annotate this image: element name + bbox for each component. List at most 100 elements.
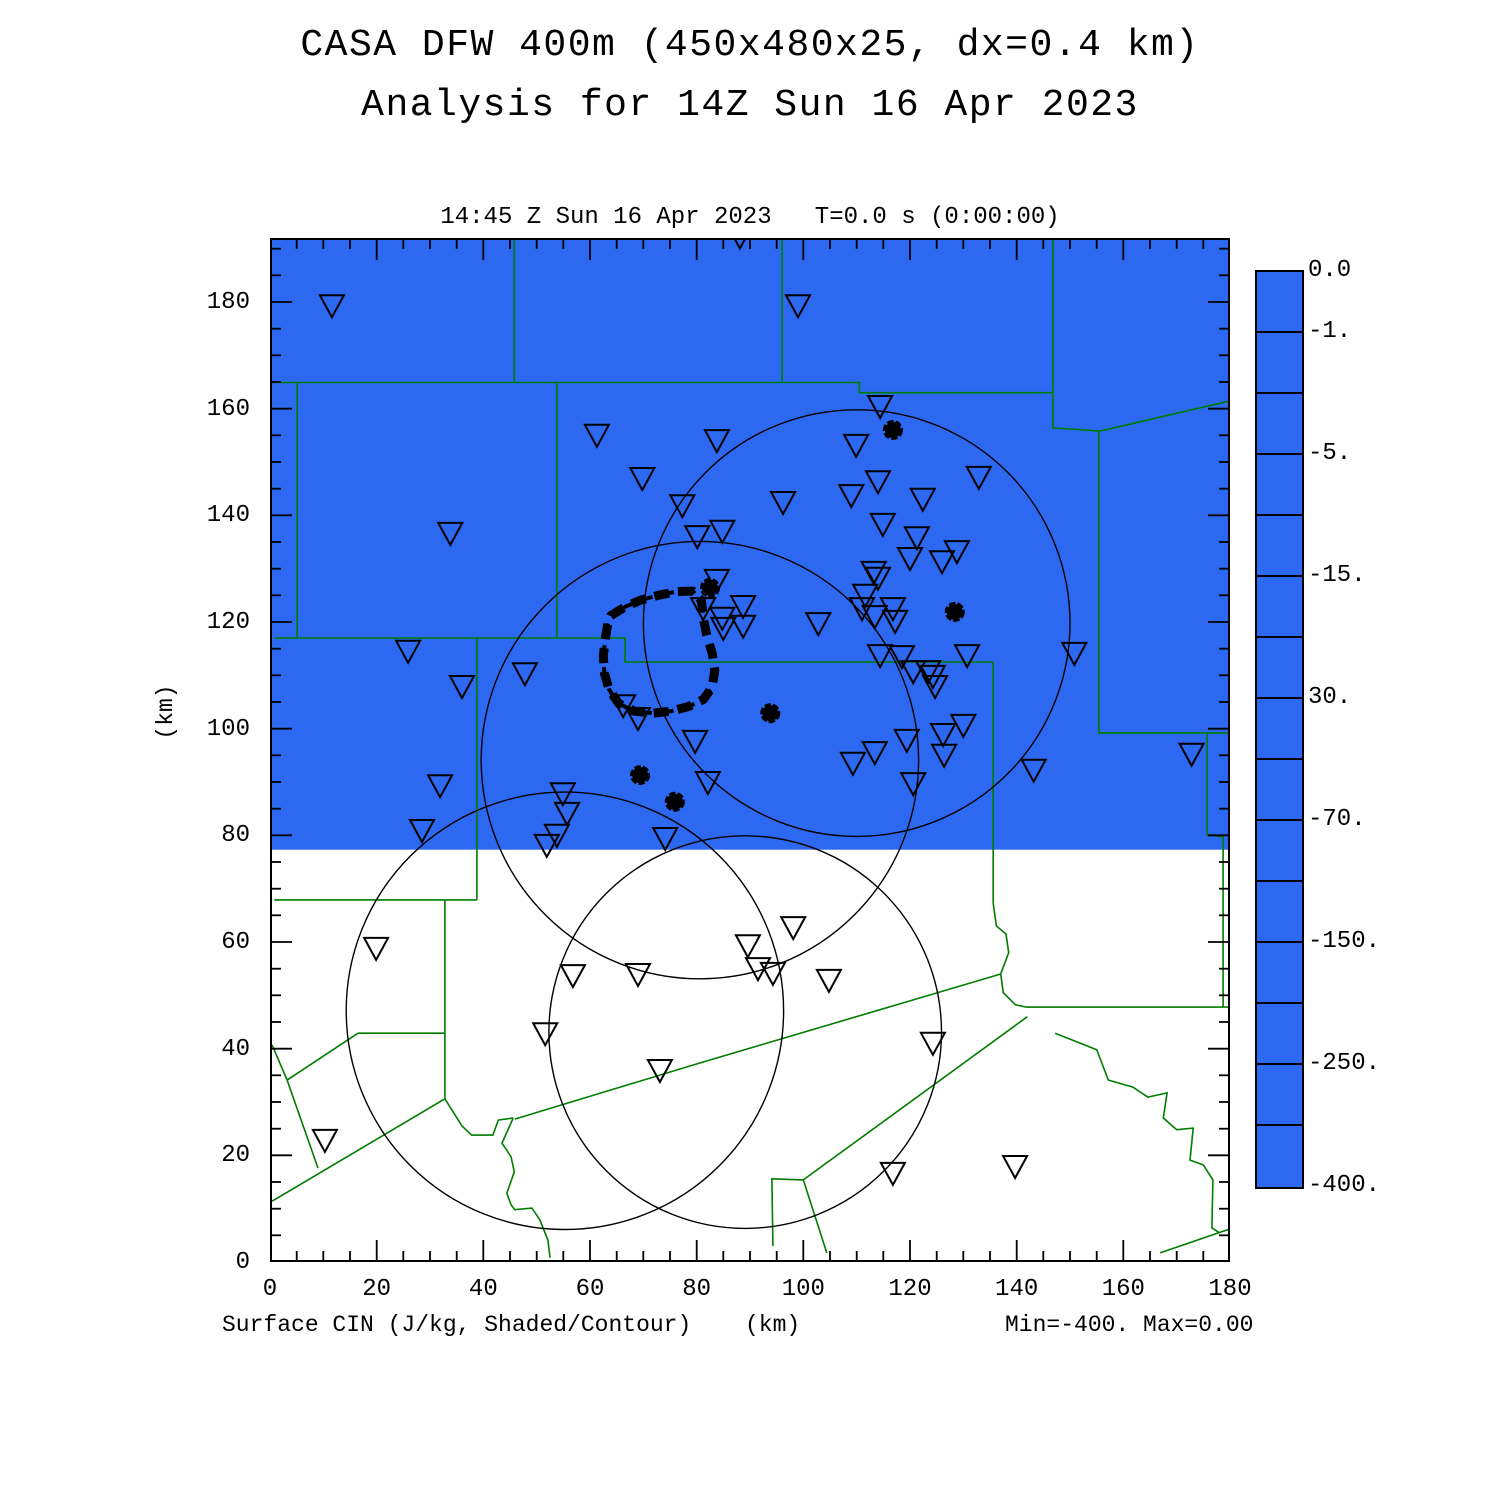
colorbar: [1255, 270, 1304, 1189]
figure-title-line2: Analysis for 14Z Sun 16 Apr 2023: [361, 84, 1139, 127]
x-tick-label: 80: [682, 1276, 712, 1303]
station-triangle-marker: [888, 645, 916, 671]
county-boundary: [271, 1044, 319, 1169]
minmax-label: Min=-400. Max=0.00: [1005, 1312, 1254, 1338]
colorbar-tick-label: 0.0: [1308, 257, 1352, 284]
y-tick-label: 0: [235, 1249, 250, 1276]
colorbar-cell: [1257, 516, 1302, 577]
station-triangle-marker: [651, 827, 679, 853]
station-triangle-marker: [864, 566, 892, 592]
colorbar-cell: [1257, 455, 1302, 516]
colorbar-tick-label: -5.: [1308, 440, 1352, 467]
station-triangle-marker: [896, 547, 924, 573]
station-triangle-marker: [533, 833, 561, 859]
parameter-label: Surface CIN (J/kg, Shaded/Contour): [222, 1312, 692, 1338]
y-tick-label: 180: [206, 289, 250, 316]
filled-dot-marker: [944, 601, 965, 622]
colorbar-cell: [1257, 699, 1302, 760]
colorbar-cell: [1257, 760, 1302, 821]
station-triangle-marker: [624, 963, 652, 989]
colorbar-cell: [1257, 638, 1302, 699]
station-triangle-marker: [949, 713, 977, 739]
station-triangle-marker: [694, 771, 722, 797]
x-tick-label: 180: [1208, 1276, 1252, 1303]
radar-range-circle: [548, 835, 943, 1230]
station-triangle-marker: [779, 916, 807, 942]
station-triangle-marker: [683, 525, 711, 551]
station-triangle-marker: [784, 294, 812, 320]
station-triangle-marker: [879, 1161, 907, 1187]
station-triangle-marker: [839, 751, 867, 777]
station-triangle-marker: [426, 774, 454, 800]
y-axis-title: (km): [153, 684, 179, 740]
station-triangle-marker: [866, 395, 894, 421]
station-triangle-marker: [869, 512, 897, 538]
station-triangle-marker: [848, 597, 876, 623]
x-tick-label: 140: [995, 1276, 1039, 1303]
colorbar-cell: [1257, 333, 1302, 394]
station-triangle-marker: [609, 694, 637, 720]
x-tick-label: 20: [362, 1276, 392, 1303]
y-tick-label: 120: [206, 609, 250, 636]
station-triangle-marker: [965, 465, 993, 491]
station-triangle-marker: [703, 429, 731, 455]
station-triangle-marker: [311, 1128, 339, 1154]
colorbar-cell: [1257, 577, 1302, 638]
station-triangle-marker: [559, 964, 587, 990]
station-triangle-marker: [689, 597, 717, 623]
station-triangle-marker: [531, 1022, 559, 1048]
valid-time-header: 14:45 Z Sun 16 Apr 2023 T=0.0 s (0:00:00…: [440, 204, 1060, 231]
colorbar-tick-label: -70.: [1308, 806, 1366, 833]
station-triangle-marker: [511, 662, 539, 688]
x-tick-label: 120: [888, 1276, 932, 1303]
station-triangle-marker: [708, 519, 736, 545]
county-boundary: [444, 1098, 514, 1136]
colorbar-cell: [1257, 1126, 1302, 1187]
station-triangle-marker: [769, 491, 797, 517]
station-triangle-marker: [893, 728, 921, 754]
station-triangle-marker: [734, 934, 762, 960]
county-boundary: [1159, 1228, 1230, 1254]
colorbar-cell: [1257, 1065, 1302, 1126]
x-tick-label: 0: [262, 1276, 278, 1303]
colorbar-tick-label: -15.: [1308, 562, 1366, 589]
station-triangle-marker: [553, 801, 581, 827]
plot-border: [270, 238, 1230, 1262]
x-tick-label: 60: [575, 1276, 605, 1303]
station-triangle-marker: [549, 782, 577, 808]
county-boundary: [771, 1177, 804, 1247]
county-boundary: [802, 1016, 1028, 1181]
station-triangle-marker: [899, 660, 927, 686]
station-triangle-marker: [436, 521, 464, 547]
colorbar-tick-label: -1.: [1308, 318, 1352, 345]
station-triangle-marker: [914, 660, 942, 686]
station-triangle-marker: [899, 772, 927, 798]
filled-dot-marker: [760, 703, 781, 724]
station-triangle-marker: [668, 494, 696, 520]
station-triangle-marker: [953, 644, 981, 670]
figure-title-line1: CASA DFW 400m (450x480x25, dx=0.4 km): [300, 24, 1200, 67]
station-triangle-marker: [842, 433, 870, 459]
y-tick-label: 40: [221, 1035, 250, 1063]
y-tick-label: 60: [221, 929, 250, 956]
station-triangle-marker: [646, 1059, 674, 1085]
filled-dot-marker: [882, 420, 903, 440]
station-triangle-marker: [729, 614, 757, 640]
x-tick-label: 100: [781, 1276, 825, 1303]
station-triangle-marker: [703, 568, 731, 594]
colorbar-tick-label: -400.: [1308, 1172, 1381, 1199]
county-boundary: [271, 1098, 446, 1202]
station-triangle-marker: [861, 741, 889, 767]
station-triangle-marker: [851, 583, 879, 609]
station-triangle-marker: [1060, 641, 1088, 667]
y-tick-label: 80: [221, 822, 250, 850]
station-triangle-marker: [928, 550, 956, 576]
station-triangle-marker: [628, 467, 656, 493]
station-triangle-marker: [729, 595, 757, 621]
station-triangle-marker: [448, 675, 476, 701]
station-triangle-marker: [1020, 758, 1048, 784]
filled-dot-marker: [664, 791, 685, 812]
station-triangle-marker: [709, 616, 737, 642]
station-triangle-marker: [929, 723, 957, 749]
